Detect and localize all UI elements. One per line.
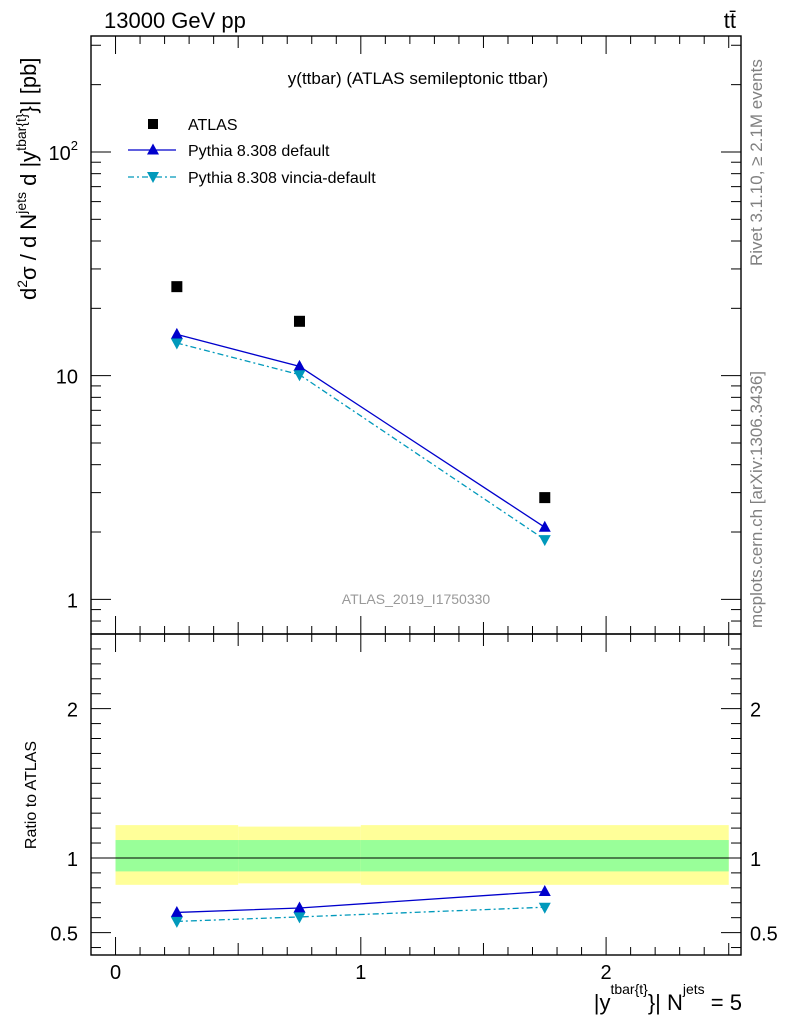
main-y-axis-label: d2σ / d Njets d |ytbar{t}}| [pb]	[13, 58, 41, 300]
process-label: tt̄	[724, 8, 736, 33]
legend-entry-atlas: ATLAS	[148, 117, 238, 134]
ratio-point-pythia-vincia	[538, 902, 551, 914]
x-axis-label: |ytbar{t}}| Njets = 5	[594, 981, 742, 1015]
ratio-plot-panel: 0.5 0.5 1 1 2 2 0 1 2 Ratio to ATLAS |ytbar{t}}|…	[23, 633, 778, 1015]
main-axis-ticks: 1 10 102	[49, 36, 741, 635]
legend-pythia-default-marker	[147, 143, 159, 155]
main-data-point-pythia-vincia	[293, 370, 306, 382]
ratio-uncertainty-bands	[115, 825, 729, 885]
mcplots-label: mcplots.cern.ch [arXiv:1306.3436]	[747, 371, 766, 628]
ratio-y-tick-label-left: 0.5	[50, 924, 78, 946]
main-plot-title: y(ttbar) (ATLAS semileptonic ttbar)	[288, 69, 548, 88]
ratio-point-pythia-default	[170, 905, 183, 917]
legend-entry-pythia-default: Pythia 8.308 default	[128, 143, 330, 160]
ratio-x-tick-label: 2	[601, 962, 612, 984]
main-data-point-atlas	[539, 492, 551, 504]
ratio-y-axis-label: Ratio to ATLAS	[23, 741, 40, 849]
main-data-point-pythia-vincia	[538, 535, 551, 547]
ratio-point-pythia-default	[293, 901, 306, 913]
rivet-version-label: Rivet 3.1.10, ≥ 2.1M events	[747, 59, 766, 266]
ratio-y-tick-label-right: 1	[750, 849, 761, 871]
main-data-point-pythia-default	[170, 327, 183, 339]
legend-entry-pythia-vincia: Pythia 8.308 vincia-default	[128, 170, 376, 187]
main-series-line	[176, 342, 546, 541]
main-data-point-pythia-vincia	[170, 338, 183, 350]
ratio-y-tick-label-right: 2	[750, 700, 761, 722]
ratio-data-marks	[170, 885, 551, 928]
ratio-plot-frame	[90, 633, 742, 956]
ratio-y-tick-label-left: 1	[67, 849, 78, 871]
main-data-point-pythia-default	[538, 520, 551, 532]
main-data-point-pythia-default	[293, 359, 306, 371]
ratio-band-bin	[238, 840, 361, 872]
ratio-y-tick-label-right: 0.5	[750, 924, 778, 946]
ratio-series-line	[176, 906, 545, 923]
ratio-band-bin	[115, 840, 239, 872]
legend-atlas-marker	[148, 119, 158, 129]
ratio-point-pythia-vincia	[170, 916, 183, 928]
main-data-point-atlas	[171, 281, 183, 293]
main-series-line	[176, 333, 546, 528]
ratio-x-tick-label: 0	[110, 962, 121, 984]
ratio-point-pythia-vincia	[293, 912, 306, 924]
main-y-tick-label: 102	[49, 138, 78, 165]
main-data-marks	[170, 281, 551, 547]
legend-pythia-default-label: Pythia 8.308 default	[188, 143, 330, 160]
ratio-point-pythia-default	[538, 885, 551, 897]
ratio-band-bin	[360, 840, 729, 872]
main-plot-panel: y(ttbar) (ATLAS semileptonic ttbar) ATLA…	[13, 35, 742, 635]
main-y-tick-label: 1	[67, 590, 78, 612]
ratio-x-tick-label: 1	[355, 962, 366, 984]
ratio-y-tick-label-left: 2	[67, 700, 78, 722]
main-y-tick-label: 10	[56, 367, 78, 389]
legend-pythia-vincia-marker	[147, 172, 159, 183]
analysis-watermark: ATLAS_2019_I1750330	[342, 591, 491, 607]
legend: ATLAS Pythia 8.308 default Pythia 8.308 …	[128, 117, 376, 187]
main-data-point-atlas	[293, 315, 305, 327]
legend-atlas-label: ATLAS	[188, 117, 238, 134]
ratio-axis-ticks: 0.5 0.5 1 1 2 2 0 1 2	[50, 634, 778, 984]
energy-label: 13000 GeV pp	[104, 8, 246, 33]
legend-pythia-vincia-label: Pythia 8.308 vincia-default	[188, 170, 376, 187]
